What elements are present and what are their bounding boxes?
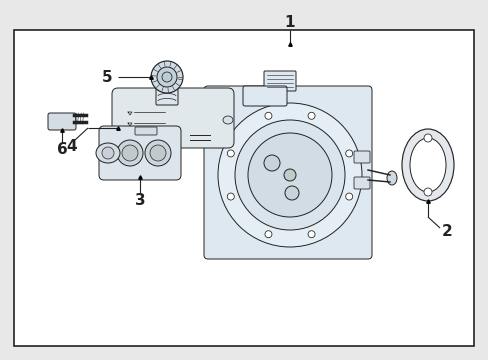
FancyBboxPatch shape [112, 88, 234, 148]
FancyBboxPatch shape [156, 85, 178, 105]
FancyBboxPatch shape [154, 139, 174, 149]
Circle shape [145, 140, 171, 166]
Circle shape [122, 145, 138, 161]
Ellipse shape [401, 129, 453, 201]
FancyBboxPatch shape [14, 30, 473, 346]
FancyBboxPatch shape [243, 86, 286, 106]
Circle shape [157, 67, 177, 87]
Circle shape [423, 134, 431, 142]
Text: 3: 3 [134, 193, 145, 207]
Ellipse shape [223, 116, 232, 124]
Circle shape [345, 193, 352, 200]
Circle shape [247, 133, 331, 217]
Text: 5: 5 [101, 69, 112, 85]
Circle shape [284, 169, 295, 181]
FancyBboxPatch shape [99, 126, 181, 180]
Circle shape [150, 145, 165, 161]
Circle shape [307, 112, 314, 119]
Circle shape [264, 155, 280, 171]
Circle shape [423, 188, 431, 196]
Ellipse shape [96, 143, 120, 163]
Circle shape [307, 231, 314, 238]
Text: 6: 6 [57, 141, 67, 157]
Circle shape [345, 150, 352, 157]
FancyBboxPatch shape [203, 86, 371, 259]
FancyBboxPatch shape [353, 151, 369, 163]
Circle shape [102, 147, 114, 159]
Circle shape [264, 231, 271, 238]
Ellipse shape [386, 171, 396, 185]
Circle shape [117, 140, 142, 166]
Circle shape [151, 61, 183, 93]
Circle shape [218, 103, 361, 247]
FancyBboxPatch shape [264, 71, 295, 91]
Text: 1: 1 [284, 14, 295, 30]
Circle shape [227, 150, 234, 157]
Text: 4: 4 [66, 139, 77, 153]
Circle shape [285, 186, 298, 200]
Circle shape [235, 120, 345, 230]
FancyBboxPatch shape [135, 127, 157, 135]
Text: 2: 2 [441, 225, 452, 239]
Circle shape [264, 112, 271, 119]
Circle shape [162, 72, 172, 82]
FancyBboxPatch shape [353, 177, 369, 189]
Circle shape [227, 193, 234, 200]
FancyBboxPatch shape [48, 113, 76, 130]
Ellipse shape [409, 138, 445, 192]
